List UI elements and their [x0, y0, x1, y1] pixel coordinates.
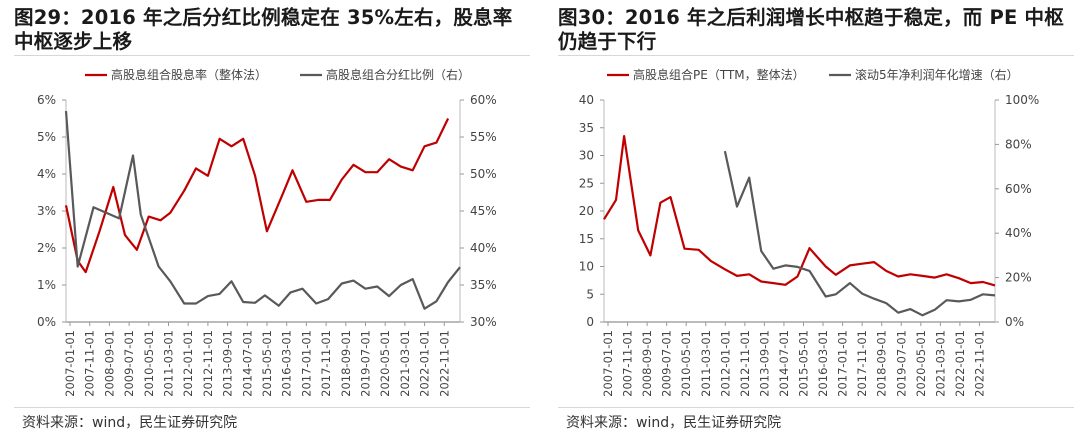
- chart-panel-right: 图30：2016 年之后利润增长中枢趋于稳定，而 PE 中枢仍趋于下行 0 5 10…: [540, 0, 1080, 438]
- y-left-tick-label: 5%: [37, 130, 56, 144]
- y-left-tick-label: 2%: [37, 241, 56, 255]
- x-tick-label: 2009-07-01: [660, 330, 674, 397]
- y-right-tick-label: 80%: [1005, 137, 1032, 151]
- y-right-tick-label: 100%: [1005, 93, 1039, 107]
- figure-title: 图29：2016 年之后分红比例稳定在 35%左右，股息率中枢逐步上移: [14, 6, 513, 53]
- x-tick-label: 2007-01-01: [601, 330, 615, 397]
- title-divider: [558, 55, 1074, 56]
- x-tick-label: 2014-07-01: [777, 330, 791, 397]
- x-tick-label: 2021-03-01: [933, 330, 947, 397]
- x-tick-label: 2007-11-01: [621, 330, 635, 397]
- y-right-tick-label: 60%: [470, 93, 497, 107]
- y-right-tick-label: 40%: [1005, 226, 1032, 240]
- x-tick-label: 2014-07-01: [240, 330, 254, 397]
- x-tick-label: 2011-03-01: [162, 330, 176, 397]
- y-left-tick-label: 15: [579, 232, 594, 246]
- x-tick-label: 2019-07-01: [894, 330, 908, 397]
- y-right-tick-label: 45%: [470, 204, 497, 218]
- y-left-tick-label: 25: [579, 176, 594, 190]
- x-tick-label: 2012-01-01: [718, 330, 732, 397]
- x-tick-label: 2013-09-01: [221, 330, 235, 397]
- x-tick-label: 2015-05-01: [260, 330, 274, 397]
- x-tick-label: 2022-01-01: [418, 330, 432, 397]
- x-tick-label: 2018-09-01: [875, 330, 889, 397]
- line-chart-pe: 0 5 10 15 20 25 30 35 40 0% 20% 40% 60% 80% 100% 2007-0…: [579, 67, 1040, 397]
- x-tick-label: 2010-05-01: [142, 330, 156, 397]
- y-left-tick-label: 20: [579, 204, 594, 218]
- y-left-tick-label: 40: [579, 93, 594, 107]
- source-divider: [14, 407, 530, 408]
- y-left-tick-label: 30: [579, 149, 594, 163]
- x-tick-label: 2010-05-01: [679, 330, 693, 397]
- x-tick-label: 2017-11-01: [319, 330, 333, 397]
- y-right-tick-label: 30%: [470, 315, 497, 329]
- y-right-tick-label: 0%: [1005, 315, 1024, 329]
- line-chart-dividend: 0% 1% 2% 3% 4% 5% 6% 30% 35% 40% 45% 50% 55% 60% 2007-…: [37, 67, 497, 397]
- source-note: 资料来源：wind，民生证券研究院: [566, 415, 782, 431]
- x-tick-label: 2016-03-01: [816, 330, 830, 397]
- y-left-tick-label: 35: [579, 121, 594, 135]
- y-right-tick-label: 40%: [470, 241, 497, 255]
- x-tick-label: 2011-03-01: [699, 330, 713, 397]
- x-tick-label: 2022-11-01: [972, 330, 986, 397]
- y-left-tick-label: 3%: [37, 204, 56, 218]
- x-tick-label: 2017-01-01: [299, 330, 313, 397]
- y-right-tick-label: 20%: [1005, 271, 1032, 285]
- series-line-right: [64, 111, 461, 310]
- x-tick-label: 2019-07-01: [359, 330, 373, 397]
- x-tick-label: 2021-03-01: [398, 330, 412, 397]
- legend-label: 滚动5年净利润年化增速（右）: [855, 67, 1019, 82]
- source-note: 资料来源：wind，民生证券研究院: [22, 415, 238, 431]
- x-tick-label: 2013-09-01: [757, 330, 771, 397]
- title-divider: [14, 55, 530, 56]
- x-tick-label: 2012-01-01: [181, 330, 195, 397]
- y-left-tick-label: 10: [579, 260, 594, 274]
- y-left-tick-label: 0: [586, 315, 594, 329]
- y-left-tick-label: 1%: [37, 278, 56, 292]
- chart-panel-left: 图29：2016 年之后分红比例稳定在 35%左右，股息率中枢逐步上移 0% 1%…: [14, 6, 530, 431]
- y-right-tick-label: 55%: [470, 130, 497, 144]
- x-tick-label: 2015-05-01: [797, 330, 811, 397]
- x-tick-label: 2022-01-01: [953, 330, 967, 397]
- x-tick-label: 2018-09-01: [339, 330, 353, 397]
- legend-label: 高股息组合PE（TTM，整体法）: [633, 67, 805, 82]
- x-tick-label: 2017-01-01: [836, 330, 850, 397]
- series-line-left: [64, 118, 450, 274]
- y-left-tick-label: 6%: [37, 93, 56, 107]
- x-tick-label: 2009-07-01: [122, 330, 136, 397]
- x-tick-label: 2012-11-01: [738, 330, 752, 397]
- legend-label: 高股息组合分红比例（右）: [326, 67, 470, 82]
- x-tick-label: 2016-03-01: [280, 330, 294, 397]
- y-left-tick-label: 5: [586, 287, 594, 301]
- x-tick-label: 2008-09-01: [640, 330, 654, 397]
- source-divider: [558, 407, 1074, 408]
- y-right-tick-label: 50%: [470, 167, 497, 181]
- x-tick-label: 2020-05-01: [914, 330, 928, 397]
- x-tick-label: 2017-11-01: [855, 330, 869, 397]
- x-tick-label: 2020-05-01: [378, 330, 392, 397]
- x-tick-label: 2022-11-01: [437, 330, 451, 397]
- y-left-tick-label: 4%: [37, 167, 56, 181]
- x-tick-label: 2007-01-01: [63, 330, 77, 397]
- y-right-tick-label: 35%: [470, 278, 497, 292]
- series-line-left: [603, 135, 996, 287]
- figure-title: 图30：2016 年之后利润增长中枢趋于稳定，而 PE 中枢仍趋于下行: [558, 6, 1064, 53]
- x-tick-label: 2008-09-01: [102, 330, 116, 397]
- y-right-tick-label: 60%: [1005, 182, 1032, 196]
- legend-label: 高股息组合股息率（整体法）: [111, 67, 267, 82]
- series-line-right: [723, 150, 996, 317]
- x-tick-label: 2007-11-01: [83, 330, 97, 397]
- x-tick-label: 2012-11-01: [201, 330, 215, 397]
- y-left-tick-label: 0%: [37, 315, 56, 329]
